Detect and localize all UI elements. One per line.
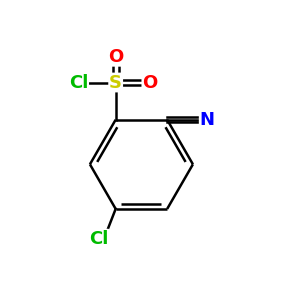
Text: S: S (109, 74, 122, 92)
Text: O: O (108, 48, 123, 66)
Text: O: O (142, 74, 158, 92)
Text: N: N (200, 111, 215, 129)
Text: Cl: Cl (89, 230, 108, 247)
Text: Cl: Cl (69, 74, 88, 92)
